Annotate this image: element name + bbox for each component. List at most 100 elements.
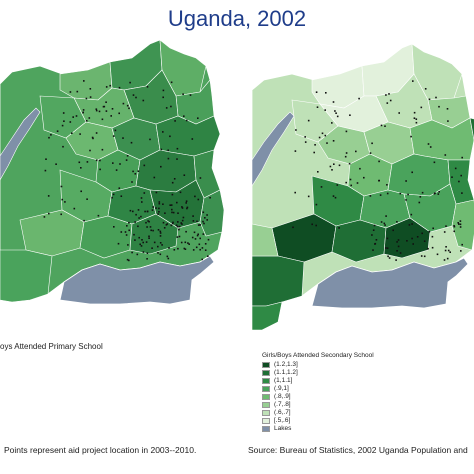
aid-point: [419, 196, 422, 198]
aid-point: [345, 181, 347, 184]
aid-point: [445, 246, 447, 248]
aid-point: [103, 105, 106, 108]
aid-point: [197, 198, 200, 201]
aid-point: [153, 176, 156, 179]
aid-point: [199, 248, 201, 251]
aid-point: [159, 232, 162, 234]
aid-point: [459, 226, 462, 228]
aid-point: [415, 121, 418, 124]
aid-point: [176, 236, 179, 238]
aid-point: [145, 241, 148, 243]
aid-point: [206, 219, 208, 221]
aid-point: [150, 229, 152, 232]
legend-item: (.6,.7]: [262, 409, 374, 417]
aid-point: [101, 148, 104, 151]
aid-point: [407, 193, 409, 196]
aid-point: [331, 169, 333, 171]
legend-swatch: [262, 386, 270, 392]
aid-point: [454, 167, 457, 170]
aid-point: [188, 243, 190, 245]
aid-point: [128, 221, 130, 224]
aid-point: [433, 161, 436, 164]
aid-point: [170, 204, 173, 206]
aid-point: [453, 230, 455, 233]
aid-point: [177, 247, 179, 250]
aid-point: [384, 224, 386, 226]
aid-point: [55, 163, 57, 165]
aid-point: [398, 112, 400, 114]
aid-point: [155, 207, 157, 209]
aid-point: [162, 96, 164, 99]
aid-point: [175, 224, 178, 227]
aid-point: [345, 152, 348, 154]
aid-point: [189, 94, 192, 96]
aid-point: [378, 160, 380, 163]
aid-point: [181, 206, 183, 208]
aid-point: [143, 164, 146, 167]
aid-point: [386, 192, 389, 195]
aid-point: [162, 89, 165, 92]
aid-point: [134, 221, 136, 223]
aid-point: [413, 117, 416, 119]
aid-point: [411, 171, 413, 174]
aid-point: [191, 138, 194, 140]
aid-point: [146, 210, 149, 213]
aid-point: [437, 193, 440, 195]
aid-point: [332, 140, 335, 142]
aid-point: [44, 169, 47, 172]
legend-item: Lakes: [262, 425, 374, 433]
aid-point: [317, 171, 319, 173]
aid-point: [307, 119, 310, 122]
legend-label: Lakes: [274, 425, 292, 432]
legend-swatch: [262, 370, 270, 376]
aid-point: [158, 211, 160, 213]
aid-point: [315, 203, 318, 206]
aid-point: [420, 255, 423, 257]
legend-label: [.5,.6]: [274, 417, 291, 424]
aid-point: [176, 225, 179, 228]
aid-point: [173, 178, 176, 180]
aid-point: [142, 251, 145, 253]
aid-point: [202, 220, 204, 223]
aid-point: [117, 242, 120, 245]
aid-point: [170, 81, 173, 84]
aid-point: [386, 184, 388, 186]
aid-point: [350, 184, 352, 187]
aid-point: [165, 107, 168, 109]
aid-point: [129, 209, 132, 212]
aid-point: [128, 107, 130, 110]
aid-point: [181, 219, 184, 222]
aid-point: [315, 91, 318, 93]
aid-point: [380, 124, 383, 127]
aid-point: [105, 101, 107, 103]
aid-point: [132, 170, 134, 173]
aid-point: [99, 159, 101, 162]
aid-point: [316, 106, 319, 108]
legend-title: Girls/Boys Attended Secondary School: [262, 352, 374, 359]
aid-point: [165, 224, 168, 226]
aid-point: [399, 252, 402, 254]
legend-label: (.8,.9]: [274, 393, 291, 400]
aid-point: [197, 224, 200, 226]
aid-point: [369, 152, 372, 154]
aid-point: [447, 120, 449, 122]
aid-point: [115, 169, 118, 171]
aid-point: [97, 214, 100, 217]
aid-point: [415, 118, 418, 120]
aid-point: [171, 193, 174, 196]
aid-point: [122, 102, 125, 105]
aid-point: [461, 243, 463, 246]
aid-point: [180, 241, 183, 244]
legend-swatch: [262, 378, 270, 384]
aid-point: [304, 136, 306, 138]
aid-point: [142, 241, 144, 244]
aid-point: [62, 145, 64, 148]
aid-point: [113, 226, 115, 228]
aid-point: [197, 233, 199, 236]
aid-point: [151, 247, 153, 249]
aid-point: [408, 224, 411, 226]
aid-point: [202, 233, 205, 235]
aid-point: [396, 221, 398, 223]
aid-point: [406, 240, 408, 242]
